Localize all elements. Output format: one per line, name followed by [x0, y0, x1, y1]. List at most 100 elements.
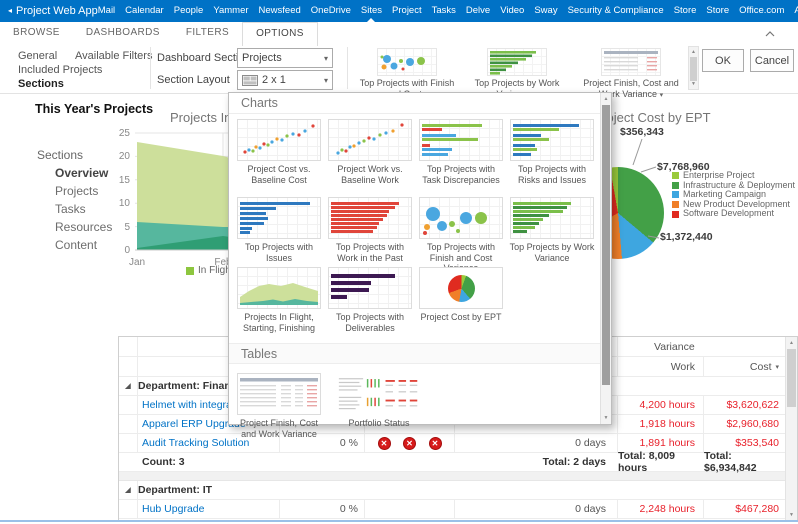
tab-filters[interactable]: FILTERS: [185, 27, 230, 38]
chart-option-finish-cost-variance[interactable]: Top Projects with Finish and Cost Varian…: [417, 197, 505, 274]
bar-chart-thumbnail: [510, 197, 594, 239]
ok-button[interactable]: OK: [702, 49, 744, 72]
nav-item-sites[interactable]: Sites: [361, 0, 382, 22]
ribbon-link-available-filters[interactable]: Available Filters: [75, 50, 153, 62]
dashboard-section-value: Projects: [242, 52, 282, 64]
svg-text:0: 0: [124, 245, 130, 256]
scroll-up-icon[interactable]: ▲: [789, 340, 794, 346]
ribbon-link-general[interactable]: General: [18, 50, 58, 62]
gallery-item-variance-table[interactable]: Project Finish, Cost and Work Variance ▾: [576, 46, 686, 101]
legend-swatch-icon: [672, 181, 679, 189]
legend-swatch-icon: [186, 266, 194, 275]
ribbon-link-included-projects[interactable]: Included Projects: [18, 64, 103, 76]
chart-option-work-in-past[interactable]: Top Projects with Work in the Past: [326, 197, 414, 263]
nav-item-admin[interactable]: Admin▾: [794, 4, 798, 16]
area-chart-title: Projects In: [170, 110, 232, 125]
tab-browse[interactable]: BROWSE: [13, 27, 60, 38]
scroll-down-icon[interactable]: ▼: [691, 81, 696, 87]
app-title[interactable]: ◂ Project Web App: [0, 0, 98, 22]
table-scrollbar[interactable]: ▲ ▼: [785, 337, 797, 521]
nav-item-store-2[interactable]: Store: [706, 5, 730, 16]
page-title: This Year's Projects: [35, 102, 154, 116]
table-option-finish-cost-work-variance[interactable]: Project Finish, Cost and Work Variance: [235, 373, 323, 439]
chart-option-cost-by-ept[interactable]: Project Cost by EPT: [417, 267, 505, 323]
cost-column-header[interactable]: Cost ▾: [703, 357, 787, 376]
flyout-scrollbar[interactable]: ▲ ▼: [600, 93, 611, 424]
svg-text:15: 15: [119, 175, 131, 186]
sidebar-item-overview[interactable]: Overview: [55, 166, 109, 180]
table-thumbnail: [237, 373, 321, 415]
legend-swatch-icon: [672, 191, 679, 199]
chart-option-deliverables[interactable]: Top Projects with Deliverables: [326, 267, 414, 333]
sidebar-item-resources[interactable]: Resources: [55, 220, 113, 234]
bar-chart-thumbnail: [510, 119, 594, 161]
project-link[interactable]: Helmet with integrated: [142, 399, 247, 411]
table-option-portfolio-status[interactable]: Portfolio Status: [329, 373, 429, 429]
tab-dashboards[interactable]: DASHBOARDS: [85, 27, 160, 38]
nav-item-tasks[interactable]: Tasks: [431, 5, 456, 16]
sidebar-item-tasks[interactable]: Tasks: [55, 202, 86, 216]
section-layout-select[interactable]: 2 x 1 ▾: [237, 70, 333, 90]
project-link[interactable]: Apparel ERP Upgrade: [142, 418, 246, 430]
collapse-triangle-icon[interactable]: ◢: [125, 487, 131, 494]
chart-option-label: Project Cost vs. Baseline Cost: [247, 164, 311, 185]
chart-option-risks-and-issues[interactable]: Top Projects with Risks and Issues: [508, 119, 596, 185]
gallery-item-work-variance[interactable]: Top Projects by Work Variance ▾: [464, 46, 570, 101]
nav-item-newsfeed[interactable]: Newsfeed: [258, 5, 301, 16]
nav-item-sway[interactable]: Sway: [534, 5, 558, 16]
scroll-down-icon[interactable]: ▼: [603, 415, 609, 421]
nav-item-project[interactable]: Project: [392, 5, 422, 16]
work-variance-value: 1,891 hours: [617, 434, 703, 452]
nav-item-people[interactable]: People: [173, 5, 204, 16]
tab-options[interactable]: OPTIONS: [242, 22, 318, 46]
chart-option-work-vs-baseline[interactable]: Project Work vs. Baseline Work: [326, 119, 414, 185]
svg-text:Jan: Jan: [129, 257, 145, 268]
scroll-up-icon[interactable]: ▲: [691, 49, 696, 55]
chart-option-cost-vs-baseline[interactable]: Project Cost vs. Baseline Cost: [235, 119, 323, 185]
red-x-status-icon: ✕: [403, 436, 416, 450]
ribbon-gallery-scrollbar[interactable]: ▲ ▼: [688, 46, 699, 90]
chart-option-issues[interactable]: Top Projects with Issues: [235, 197, 323, 263]
work-column-header[interactable]: Work: [617, 357, 703, 376]
nav-item-video[interactable]: Video: [500, 5, 525, 16]
legend-swatch-icon: [672, 210, 679, 218]
ribbon-tab-row: BROWSE DASHBOARDS FILTERS OPTIONS: [0, 22, 798, 46]
chart-option-label: Project Work vs. Baseline Work: [337, 164, 403, 185]
project-link[interactable]: Audit Tracking Solution: [142, 437, 250, 449]
sidebar-item-content[interactable]: Content: [55, 238, 98, 252]
group-label: Department: Finance: [138, 380, 243, 392]
pie-callout-value: $7,768,960: [657, 161, 710, 173]
nav-item-onedrive[interactable]: OneDrive: [310, 5, 351, 16]
chevron-down-icon[interactable]: ▾: [659, 91, 664, 99]
chart-option-task-discrepancies[interactable]: Top Projects with Task Discrepancies: [417, 119, 505, 185]
chart-option-label: Top Projects with Deliverables: [335, 312, 405, 333]
cost-total: Total: $6,934,842: [704, 450, 757, 474]
nav-item-security-compliance[interactable]: Security & Compliance: [567, 5, 664, 16]
scroll-down-icon[interactable]: ▼: [789, 512, 794, 518]
chevron-down-icon: ▾: [323, 75, 328, 85]
nav-item-calendar[interactable]: Calendar: [125, 5, 164, 16]
percent-complete-value: 0 %: [279, 500, 364, 518]
percent-complete-value: 0 %: [279, 434, 364, 452]
nav-item-officecom[interactable]: Office.com: [739, 5, 785, 16]
collapse-ribbon-icon[interactable]: [764, 25, 776, 43]
project-link[interactable]: Hub Upgrade: [142, 503, 205, 515]
app-title-label: Project Web App: [16, 5, 98, 17]
sidebar-item-projects[interactable]: Projects: [55, 184, 99, 198]
ribbon-link-sections[interactable]: Sections: [18, 78, 64, 90]
nav-item-store-1[interactable]: Store: [673, 5, 697, 16]
group-separator: [119, 472, 797, 481]
chevron-down-icon[interactable]: ▾: [775, 363, 779, 371]
nav-item-mail[interactable]: Mail: [97, 5, 116, 16]
cancel-button[interactable]: Cancel: [750, 49, 794, 72]
chart-option-in-flight[interactable]: Projects In Flight, Starting, Finishing: [235, 267, 323, 333]
dashboard-section-select[interactable]: Projects ▾: [237, 48, 333, 68]
nav-item-yammer[interactable]: Yammer: [213, 5, 249, 16]
nav-item-delve[interactable]: Delve: [465, 5, 491, 16]
scroll-up-icon[interactable]: ▲: [603, 96, 609, 102]
group-row-it[interactable]: ◢ Department: IT: [119, 481, 797, 500]
chart-option-by-work-variance[interactable]: Top Projects by Work Variance: [508, 197, 596, 263]
pie-callout-value: $1,372,440: [660, 231, 713, 243]
bar-chart-thumbnail: [328, 267, 412, 309]
collapse-triangle-icon[interactable]: ◢: [125, 383, 131, 390]
